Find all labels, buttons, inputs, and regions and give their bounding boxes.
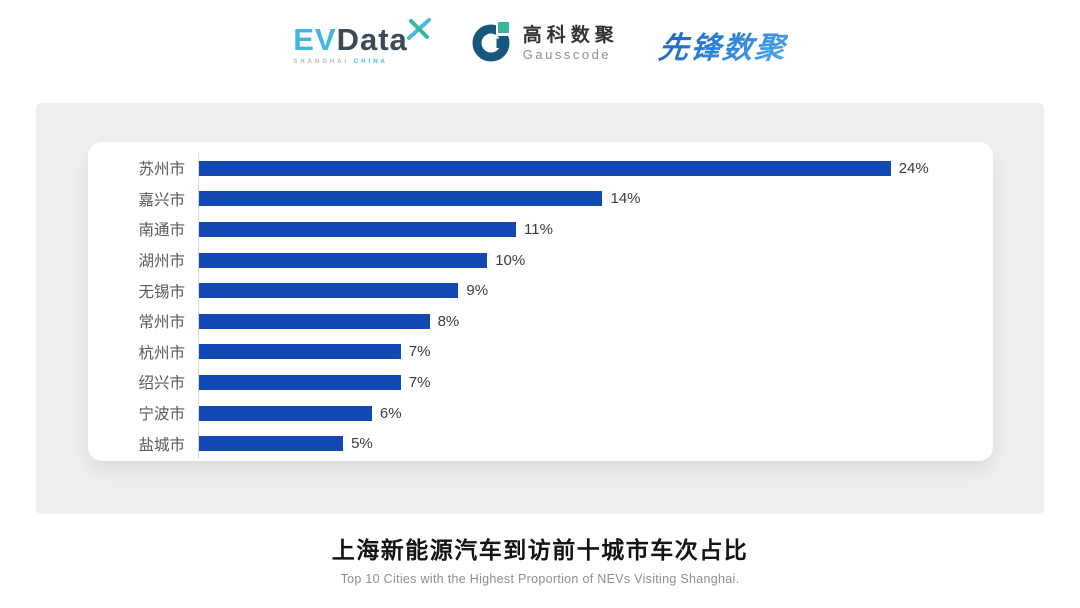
bar-chart: 苏州市 24% 嘉兴市 14% 南通市 11% 湖州市 10% 无锡市 9% 常州市 8% 杭州市 7% 绍… [88, 153, 971, 459]
caption-block: 上海新能源汽车到访前十城市车次占比 Top 10 Cities with the… [0, 531, 1080, 586]
category-label: 杭州市 [138, 344, 185, 362]
category-label: 盐城市 [138, 436, 185, 454]
bar-cell: 11% [198, 214, 971, 245]
gausscode-logo: 高科数聚 Gausscode [470, 20, 619, 69]
bar-cell: 14% [198, 183, 971, 215]
bar [199, 160, 891, 176]
chart-row: 苏州市 24% [88, 153, 971, 184]
evdata-subtext: SHANGHAI CHINA [293, 59, 408, 65]
bar [199, 374, 401, 390]
category-label: 湖州市 [138, 253, 185, 271]
chart-subtitle: Top 10 Cities with the Highest Proportio… [340, 572, 740, 586]
header-logos: EVData SHANGHAI CHINA 高科数聚 Gausscode 先锋数… [0, 18, 1080, 69]
category-label: 嘉兴市 [138, 191, 185, 209]
bar-cell: 8% [198, 305, 971, 337]
evdata-logo: EVData SHANGHAI CHINA [293, 18, 431, 65]
bar-cell: 24% [198, 153, 971, 184]
gausscode-g-icon [470, 20, 514, 69]
bar [199, 283, 459, 299]
chart-row: 南通市 11% [88, 214, 971, 245]
chart-panel: 苏州市 24% 嘉兴市 14% 南通市 11% 湖州市 10% 无锡市 9% 常州市 8% 杭州市 7% 绍… [36, 103, 1044, 514]
chart-row: 盐城市 5% [88, 428, 971, 459]
bar-cell: 7% [198, 336, 971, 368]
chart-row: 常州市 8% [88, 305, 971, 337]
bar [199, 191, 603, 207]
value-label: 11% [524, 220, 553, 238]
evdata-china-text: CHINA [353, 59, 388, 65]
value-label: 7% [408, 373, 431, 391]
value-label: 8% [437, 312, 460, 330]
xianfeng-logo: 先锋数聚 [656, 23, 789, 67]
chart-row: 绍兴市 7% [88, 367, 971, 398]
bar [199, 344, 401, 360]
chart-row: 无锡市 9% [88, 275, 971, 306]
bar [199, 313, 430, 329]
value-label: 6% [379, 404, 402, 422]
bar-cell: 5% [198, 428, 971, 459]
chart-row: 杭州市 7% [88, 336, 971, 368]
chart-title: 上海新能源汽车到访前十城市车次占比 [331, 537, 749, 563]
category-label: 常州市 [138, 314, 185, 332]
evdata-shanghai-text: SHANGHAI [293, 59, 350, 65]
evdata-ev-text: EV [293, 22, 337, 57]
category-label: 南通市 [138, 222, 185, 240]
bar-cell: 10% [198, 244, 971, 276]
category-label: 无锡市 [138, 283, 185, 301]
chart-row: 湖州市 10% [88, 244, 971, 276]
evdata-wordmark: EVData [293, 24, 408, 55]
value-label: 7% [408, 343, 431, 361]
category-label: 绍兴市 [138, 375, 185, 393]
category-label: 苏州市 [138, 161, 185, 179]
gausscode-text: 高科数聚 Gausscode [522, 25, 619, 63]
value-label: 9% [466, 282, 489, 300]
value-label: 24% [898, 159, 929, 177]
gausscode-cn-text: 高科数聚 [522, 25, 619, 47]
bar-cell: 9% [198, 275, 971, 306]
chart-card: 苏州市 24% 嘉兴市 14% 南通市 11% 湖州市 10% 无锡市 9% 常州市 8% 杭州市 7% 绍… [88, 142, 993, 461]
value-label: 5% [351, 435, 373, 453]
bar [199, 252, 488, 268]
bar-cell: 7% [198, 367, 971, 398]
bar-cell: 6% [198, 397, 971, 429]
value-label: 14% [610, 190, 641, 208]
bar [199, 221, 517, 237]
evdata-data-text: Data [336, 22, 408, 57]
bar [199, 436, 344, 452]
gausscode-en-text: Gausscode [522, 47, 612, 63]
category-label: 宁波市 [138, 406, 185, 424]
chart-row: 嘉兴市 14% [88, 183, 971, 215]
value-label: 10% [495, 251, 526, 269]
chart-row: 宁波市 6% [88, 397, 971, 429]
bar [199, 405, 372, 421]
evdata-x-icon [406, 17, 432, 46]
